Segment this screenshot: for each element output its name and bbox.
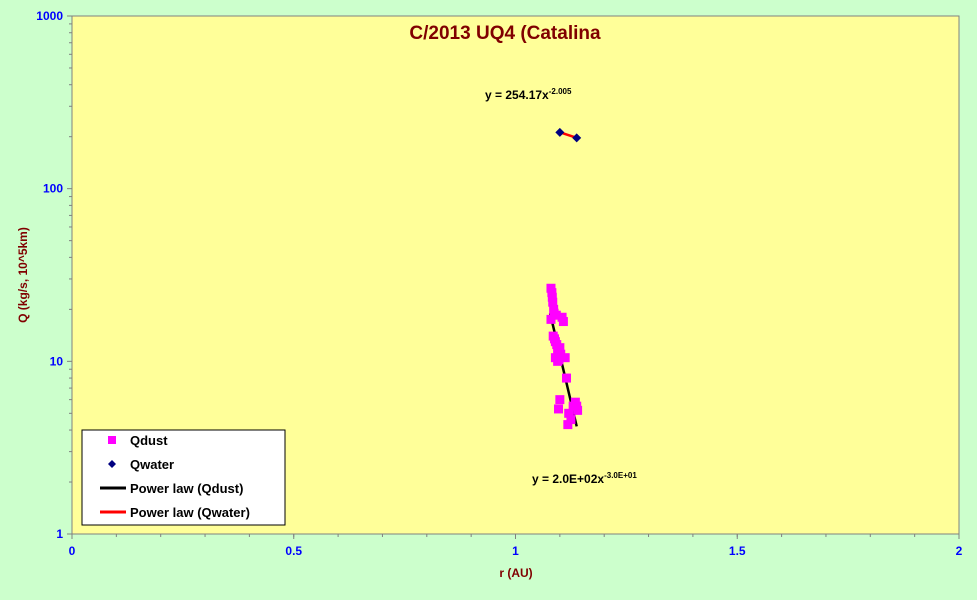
legend-water-fit-label: Power law (Qwater) [130,505,250,520]
qdust-point [551,310,561,320]
qdust-point [558,317,568,327]
x-axis-title: r (AU) [499,566,532,580]
qdust-point [555,395,565,405]
chart-title: C/2013 UQ4 (Catalina [409,23,601,44]
qdust-point [554,404,564,414]
legend-dust-fit-label: Power law (Qdust) [130,481,243,496]
qdust-point [546,314,556,324]
dust-fit-equation: y = 2.0E+02x-3.0E+01 [532,471,637,486]
y-tick-label: 100 [43,182,63,196]
legend-box [81,429,286,526]
qdust-point [547,288,557,298]
legend-qwater-label: Qwater [130,457,174,472]
x-tick-label: 1.5 [729,544,746,558]
data-points [546,127,583,430]
water-fit-equation-exponent: -2.005 [549,87,572,96]
x-tick-label: 0.5 [285,544,302,558]
x-tick-label: 1 [512,544,519,558]
qdust-point [566,415,576,425]
x-tick-label: 2 [956,544,963,558]
x-tick-label: 0 [69,544,76,558]
qdust-point [572,401,582,411]
legend-qdust-label: Qdust [130,433,168,448]
qdust-point [563,420,573,430]
qdust-point [560,353,570,363]
water-fit-equation-base: y = 254.17x [485,88,549,102]
legend-qwater-marker [108,460,116,468]
water-fit-equation: y = 254.17x-2.005 [485,87,572,102]
y-tick-label: 1 [56,527,63,541]
qdust-point [548,297,558,307]
y-axis: 1 10 100 1000 [36,9,72,541]
qdust-point [562,373,572,383]
legend: Qdust Qwater Power law (Qdust) Power law… [81,429,286,526]
qdust-point [553,356,563,366]
y-tick-label: 1000 [36,9,63,23]
y-axis-title: Q (kg/s, 10^5km) [16,227,30,323]
qdust-point [547,292,557,302]
qwater-point [572,133,582,143]
y-tick-label: 10 [50,354,64,368]
qdust-point [564,408,574,418]
dust-fit-equation-exponent: -3.0E+01 [604,471,637,480]
x-axis: 0 0.5 1 1.5 2 [69,534,963,558]
qwater-point [555,127,565,137]
legend-qdust-marker [108,436,116,444]
dust-fit-equation-base: y = 2.0E+02x [532,472,604,486]
